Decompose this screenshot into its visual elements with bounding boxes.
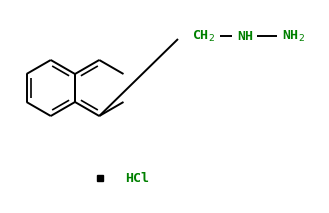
Text: NH: NH (237, 29, 253, 43)
Text: NH$_2$: NH$_2$ (282, 29, 305, 43)
Text: CH$_2$: CH$_2$ (192, 29, 215, 43)
Text: HCl: HCl (125, 171, 149, 184)
